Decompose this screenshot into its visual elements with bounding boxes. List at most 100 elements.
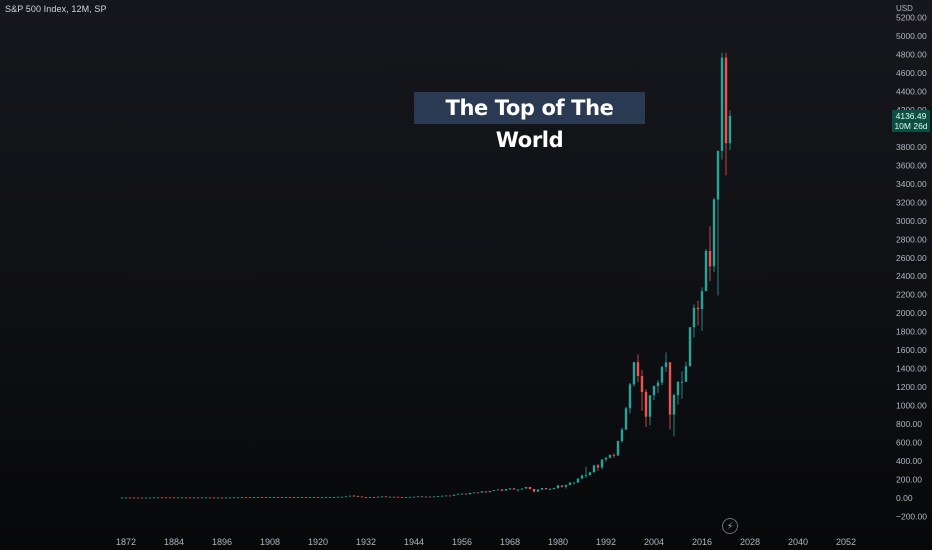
candle [488, 491, 492, 493]
candle [432, 496, 436, 498]
candle-body [140, 497, 144, 499]
candle [604, 457, 608, 462]
candle-body [232, 497, 236, 499]
candle-body [372, 497, 376, 498]
candle [720, 52, 724, 160]
candle-body [364, 497, 368, 499]
y-tick-label: 5000.00 [896, 31, 927, 41]
candle-body [528, 487, 532, 489]
candle-body [128, 497, 132, 499]
candle [340, 496, 344, 498]
candle [668, 362, 672, 430]
currency-label[interactable]: USD [896, 4, 913, 13]
symbol-title[interactable]: S&P 500 Index, 12M, SP [5, 4, 107, 14]
candle [560, 485, 564, 488]
y-tick-label: 400.00 [896, 456, 922, 466]
x-tick-label: 1944 [404, 537, 424, 547]
candle-body [352, 495, 356, 497]
candle-body [692, 307, 696, 328]
candle [512, 488, 516, 490]
candle [436, 496, 440, 497]
candle [572, 482, 576, 485]
candles-layer [120, 52, 732, 499]
candle-body [480, 491, 484, 493]
candle-body [456, 493, 460, 495]
candle-body [412, 496, 416, 498]
candle [404, 497, 408, 498]
y-tick-label: 4200.00 [896, 105, 927, 115]
x-tick-label: 2052 [836, 537, 856, 547]
candle [328, 497, 332, 499]
candle-body [648, 395, 652, 417]
candle-body [588, 472, 592, 476]
y-tick-label: 4800.00 [896, 49, 927, 59]
candle [268, 497, 272, 498]
candle-body [500, 489, 504, 491]
candle [520, 488, 524, 490]
chart-annotation-callout[interactable]: The Top of The World [414, 92, 645, 152]
candle-body [552, 488, 556, 490]
y-tick-label: 1200.00 [896, 382, 927, 392]
candle [608, 454, 612, 459]
candle [440, 495, 444, 497]
candle-body [712, 199, 716, 267]
candle-body [216, 497, 220, 499]
candle [464, 493, 468, 495]
candle-body [548, 489, 552, 490]
candle-body [704, 250, 708, 292]
candle [260, 497, 264, 498]
x-tick-label: 2028 [740, 537, 760, 547]
candle [648, 395, 652, 426]
y-tick-label: 5200.00 [896, 13, 927, 23]
candle [412, 496, 416, 498]
candle [276, 497, 280, 498]
y-tick-label: 4600.00 [896, 68, 927, 78]
candle-body [296, 497, 300, 498]
candle [508, 487, 512, 490]
price-axis[interactable]: 5200.00 5000.00 4800.00 4600.00 4400.00 4200.… [896, 13, 927, 522]
candle [188, 497, 192, 499]
y-tick-label: −200.00 [896, 511, 927, 521]
candle [656, 380, 660, 394]
candle-body [508, 488, 512, 490]
x-tick-label: 1980 [548, 537, 568, 547]
candle [320, 497, 324, 499]
candle [472, 492, 476, 494]
candle [356, 495, 360, 497]
candle-body [236, 497, 240, 499]
x-tick-label: 1884 [164, 537, 184, 547]
candle [528, 486, 532, 490]
candle-body [320, 497, 324, 499]
candle [300, 497, 304, 498]
lightning-icon[interactable]: ⚡ [722, 518, 738, 534]
candle [588, 471, 592, 476]
candle [424, 496, 428, 498]
candle [312, 497, 316, 498]
candle [484, 491, 488, 494]
candle-body [496, 489, 500, 491]
candle [600, 459, 604, 470]
candle-body [408, 496, 412, 498]
candle-body [440, 495, 444, 497]
candle-body [668, 362, 672, 415]
candle [476, 492, 480, 494]
time-axis[interactable]: 1872 1884 1896 1908 1920 1932 1944 1956 1968 1980… [116, 537, 856, 547]
candle [684, 361, 688, 382]
y-tick-label: 2600.00 [896, 253, 927, 263]
y-tick-label: 0.00 [896, 493, 913, 503]
candle [324, 497, 328, 499]
candle [264, 497, 268, 498]
candle-body [560, 485, 564, 487]
candle-body [228, 497, 232, 499]
candle-body [240, 497, 244, 499]
candle [248, 497, 252, 499]
candle-body [576, 478, 580, 483]
candle-body [628, 384, 632, 409]
candle [240, 497, 244, 499]
candle [416, 496, 420, 498]
candle [292, 497, 296, 499]
candle [332, 497, 336, 498]
candle-body [684, 366, 688, 382]
candle-body [284, 497, 288, 498]
